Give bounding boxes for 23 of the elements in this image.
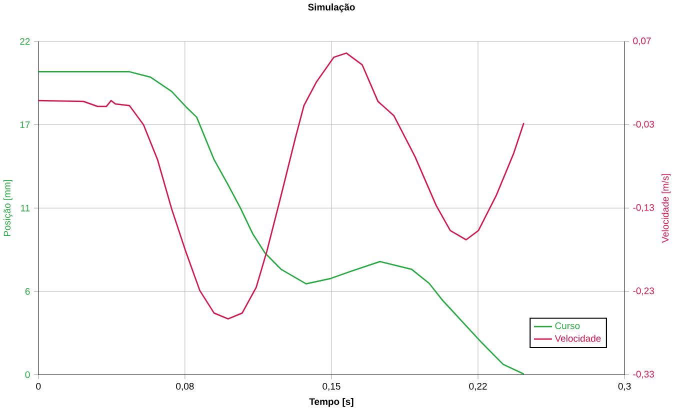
y-tick-label: 6	[25, 288, 30, 295]
x-axis-title: Tempo [s]	[309, 398, 354, 407]
line-series	[38, 52, 524, 320]
x-tick-label: 0	[36, 382, 41, 390]
y2-tick-label: -0,03	[633, 120, 654, 128]
y-tick-label: 11	[21, 204, 30, 212]
legend-label: Velocidade	[554, 334, 601, 342]
y2-tick-label: -0,33	[633, 370, 654, 378]
y-tick-label: 0	[25, 371, 30, 378]
x-tick-label: 0,08	[176, 382, 194, 391]
y-tick-label: 22	[20, 38, 30, 45]
legend-label: Curso	[555, 322, 580, 329]
y2-tick-label: 0,07	[633, 37, 651, 46]
y-axis-title: Posição [mm]	[4, 180, 12, 236]
x-tick-label: 0,22	[469, 382, 487, 391]
chart-title: Simulação	[308, 3, 355, 12]
y2-tick-label: -0,13	[633, 204, 654, 212]
line-series	[38, 70, 524, 374]
y2-tick-label: -0,23	[633, 287, 654, 296]
x-tick-label: 0,15	[322, 382, 340, 391]
x-tick-label: 0,3	[618, 382, 631, 391]
y-tick-label: 17	[20, 121, 30, 128]
y2-axis-title: Velocidade [m/s]	[662, 174, 670, 243]
